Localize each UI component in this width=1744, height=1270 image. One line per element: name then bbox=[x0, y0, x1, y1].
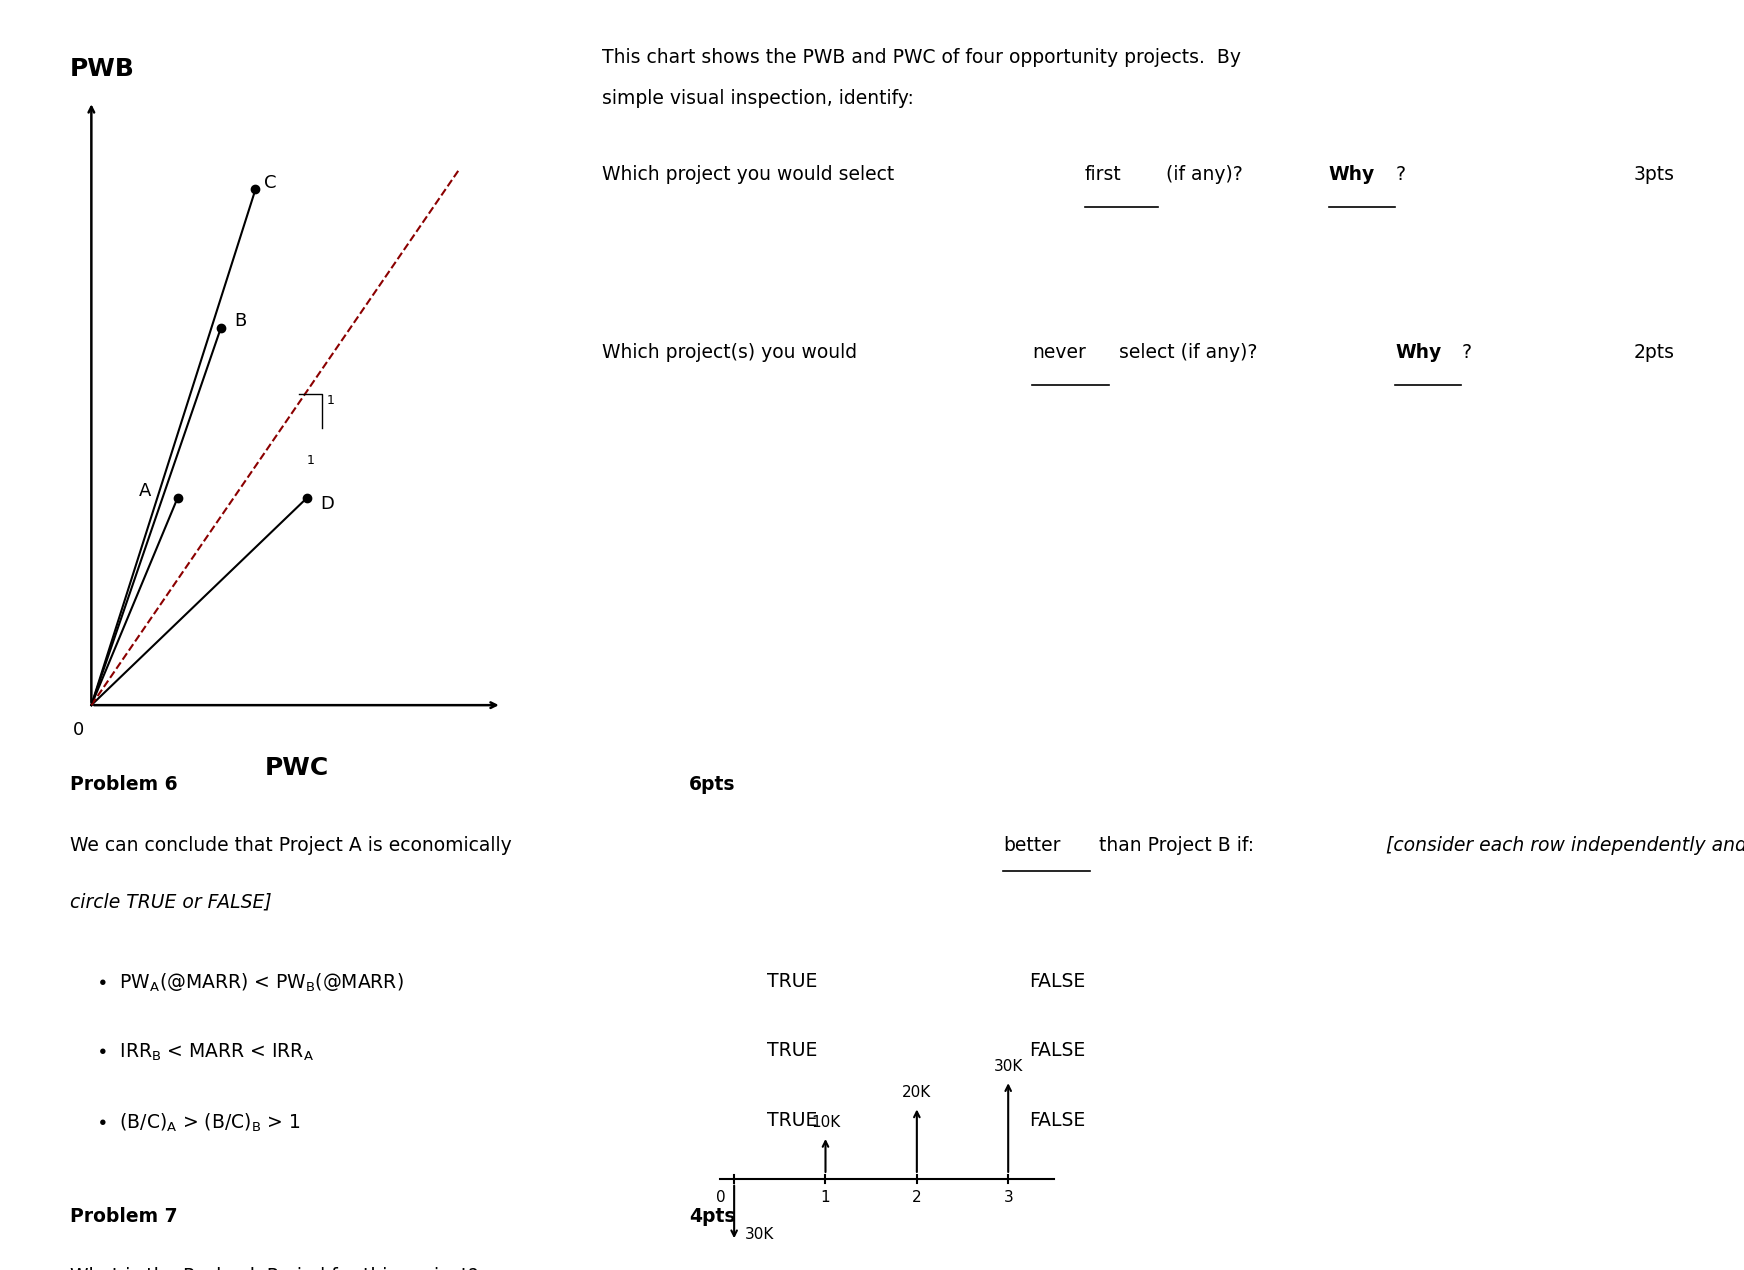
Text: 30K: 30K bbox=[745, 1227, 774, 1242]
Text: Problem 7: Problem 7 bbox=[70, 1206, 178, 1226]
Text: 0: 0 bbox=[715, 1190, 726, 1205]
Text: 6pts: 6pts bbox=[689, 775, 736, 794]
Text: PWB: PWB bbox=[70, 57, 134, 81]
Text: What is the Payback Period for this project?: What is the Payback Period for this proj… bbox=[70, 1267, 478, 1270]
Text: circle TRUE or FALSE]: circle TRUE or FALSE] bbox=[70, 893, 272, 912]
Text: TRUE: TRUE bbox=[767, 972, 818, 991]
Text: Which project(s) you would: Which project(s) you would bbox=[602, 343, 863, 362]
Text: 1: 1 bbox=[326, 394, 335, 406]
Text: C: C bbox=[263, 174, 277, 192]
Text: We can conclude that Project A is economically: We can conclude that Project A is econom… bbox=[70, 836, 518, 855]
Text: FALSE: FALSE bbox=[1029, 972, 1085, 991]
Text: 20K: 20K bbox=[902, 1085, 931, 1100]
Text: $\bullet$  (B/C)$_\mathregular{A}$ > (B/C)$_\mathregular{B}$ > 1: $\bullet$ (B/C)$_\mathregular{A}$ > (B/C… bbox=[96, 1111, 300, 1134]
Text: Why: Why bbox=[1395, 343, 1442, 362]
Text: FALSE: FALSE bbox=[1029, 1111, 1085, 1130]
Text: better: better bbox=[1003, 836, 1060, 855]
Text: select (if any)?: select (if any)? bbox=[1113, 343, 1263, 362]
Text: 3: 3 bbox=[1003, 1190, 1013, 1205]
Text: $\bullet$  IRR$_\mathregular{B}$ < MARR < IRR$_\mathregular{A}$: $\bullet$ IRR$_\mathregular{B}$ < MARR <… bbox=[96, 1041, 314, 1063]
Text: 2pts: 2pts bbox=[1632, 343, 1674, 362]
Text: 4pts: 4pts bbox=[689, 1206, 736, 1226]
Text: Why: Why bbox=[1329, 165, 1376, 184]
Text: never: never bbox=[1032, 343, 1087, 362]
Text: ?: ? bbox=[1395, 165, 1406, 184]
Text: (if any)?: (if any)? bbox=[1160, 165, 1249, 184]
Text: ?: ? bbox=[1461, 343, 1472, 362]
Text: first: first bbox=[1085, 165, 1121, 184]
Text: 1: 1 bbox=[821, 1190, 830, 1205]
Text: 1: 1 bbox=[307, 453, 314, 466]
Text: FALSE: FALSE bbox=[1029, 1041, 1085, 1060]
Text: 2: 2 bbox=[912, 1190, 921, 1205]
Text: PWC: PWC bbox=[265, 756, 328, 780]
Text: than Project B if:: than Project B if: bbox=[1093, 836, 1261, 855]
Text: 10K: 10K bbox=[811, 1115, 841, 1129]
Text: TRUE: TRUE bbox=[767, 1111, 818, 1130]
Text: B: B bbox=[234, 312, 246, 330]
Text: Problem 6: Problem 6 bbox=[70, 775, 178, 794]
Text: $\bullet$  PW$_\mathregular{A}$(@MARR) < PW$_\mathregular{B}$(@MARR): $\bullet$ PW$_\mathregular{A}$(@MARR) < … bbox=[96, 972, 403, 994]
Text: 0: 0 bbox=[73, 721, 84, 739]
Text: A: A bbox=[140, 483, 152, 500]
Text: [consider each row independently and: [consider each row independently and bbox=[1386, 836, 1744, 855]
Text: D: D bbox=[321, 495, 335, 513]
Text: 30K: 30K bbox=[994, 1059, 1024, 1074]
Text: Which project you would select: Which project you would select bbox=[602, 165, 900, 184]
Text: This chart shows the PWB and PWC of four opportunity projects.  By: This chart shows the PWB and PWC of four… bbox=[602, 48, 1240, 67]
Text: TRUE: TRUE bbox=[767, 1041, 818, 1060]
Text: 3pts: 3pts bbox=[1632, 165, 1674, 184]
Text: simple visual inspection, identify:: simple visual inspection, identify: bbox=[602, 89, 914, 108]
